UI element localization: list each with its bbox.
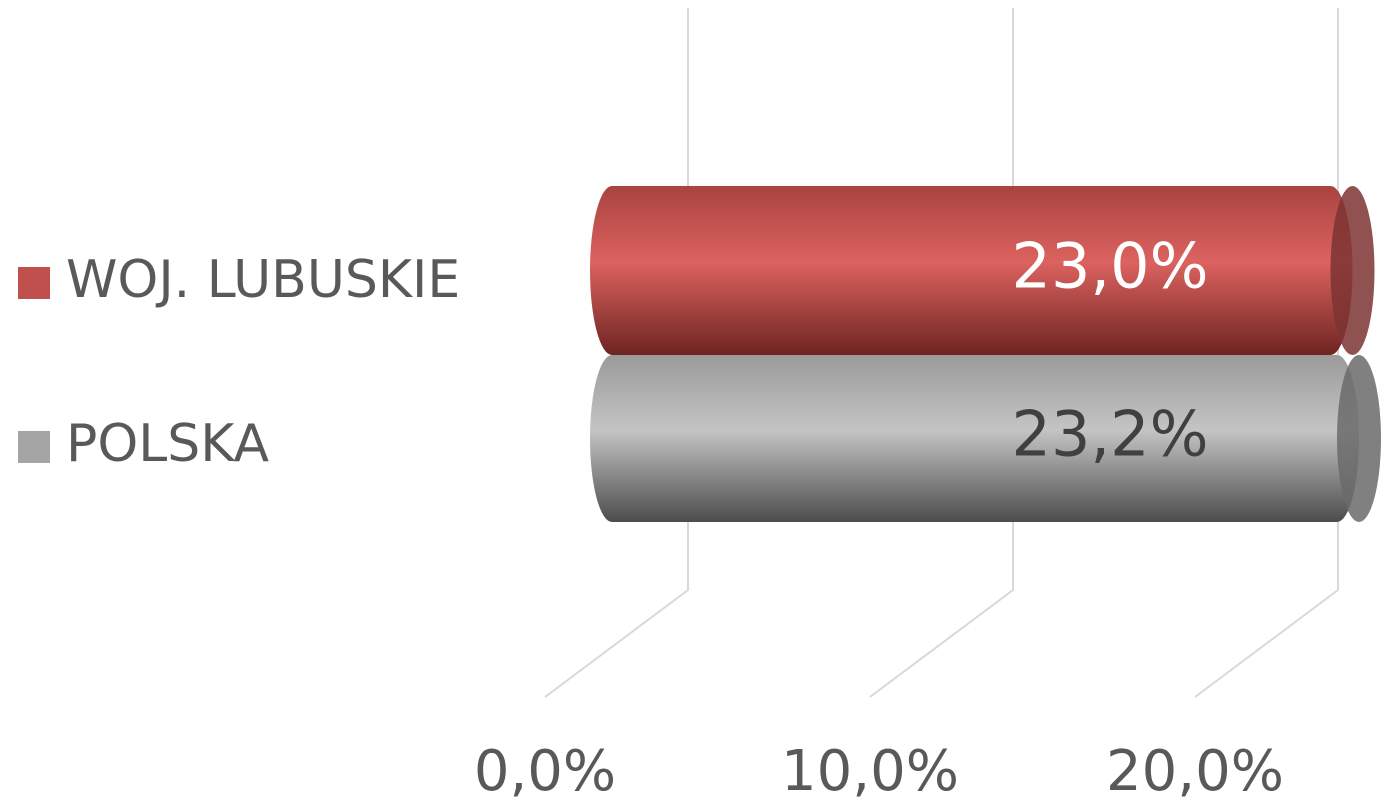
x-tick-label: 20,0% (1106, 739, 1284, 804)
x-tick-label: 10,0% (781, 739, 959, 804)
legend-label: WOJ. LUBUSKIE (66, 250, 460, 310)
value-label: 23,0% (1012, 230, 1209, 303)
bar-end-cap (1330, 186, 1375, 355)
legend-swatch (18, 431, 50, 463)
x-tick-label: 0,0% (474, 739, 616, 804)
value-label: 23,2% (1012, 398, 1209, 471)
legend-label: POLSKA (66, 414, 269, 474)
bar (590, 186, 1353, 355)
bar-end-cap (1337, 355, 1381, 522)
legend-swatch (18, 267, 50, 299)
bar (590, 355, 1359, 522)
